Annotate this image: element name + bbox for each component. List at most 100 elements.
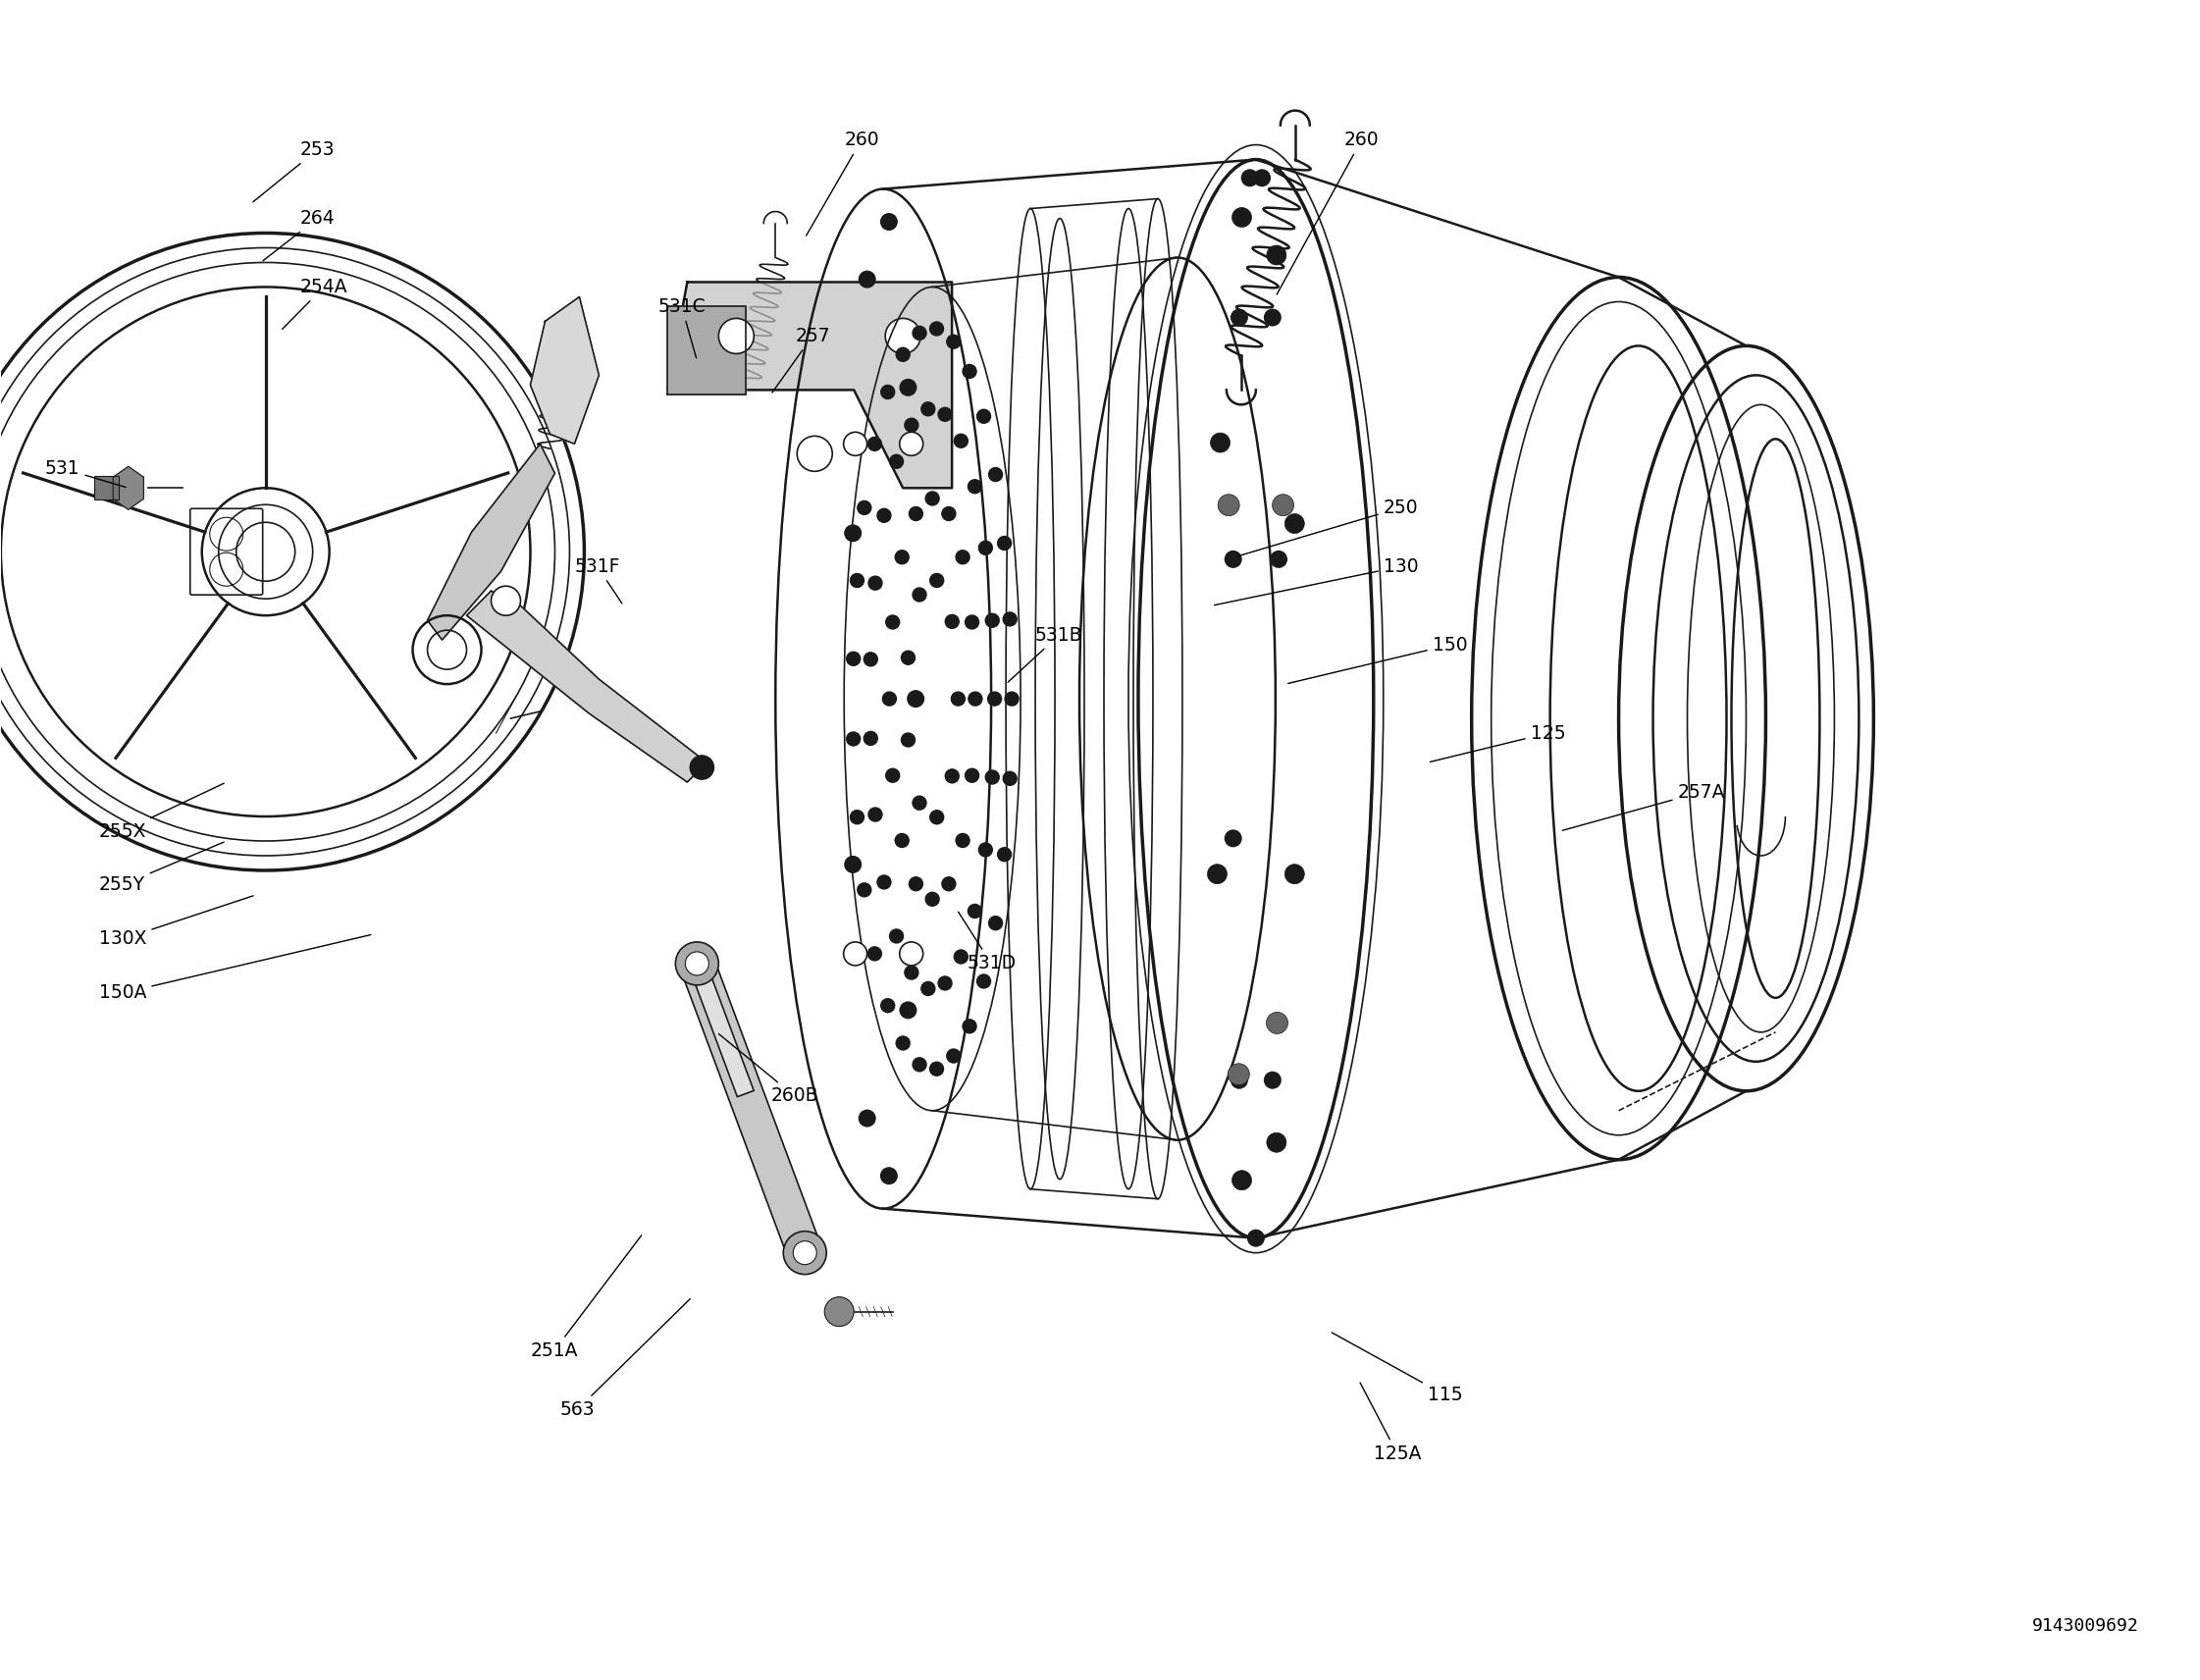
Circle shape <box>858 1109 876 1127</box>
Circle shape <box>794 1242 816 1265</box>
Polygon shape <box>427 444 554 640</box>
Circle shape <box>882 692 895 706</box>
Text: 255Y: 255Y <box>99 842 224 894</box>
Circle shape <box>1232 208 1252 227</box>
Circle shape <box>942 507 955 521</box>
Circle shape <box>865 731 878 746</box>
Text: 260: 260 <box>1276 131 1379 294</box>
Circle shape <box>979 843 992 857</box>
Circle shape <box>902 650 915 665</box>
Circle shape <box>675 942 719 984</box>
Circle shape <box>878 875 891 889</box>
Text: 125A: 125A <box>1360 1383 1421 1463</box>
Circle shape <box>997 848 1012 862</box>
Circle shape <box>1210 433 1230 452</box>
Text: 125: 125 <box>1430 724 1566 763</box>
Circle shape <box>1228 1063 1250 1085</box>
Circle shape <box>847 652 860 665</box>
Text: 531D: 531D <box>959 912 1016 973</box>
Circle shape <box>913 588 926 601</box>
Circle shape <box>1263 1072 1280 1089</box>
Circle shape <box>691 756 713 780</box>
Text: 251A: 251A <box>530 1235 642 1361</box>
Circle shape <box>1254 170 1272 186</box>
Polygon shape <box>689 961 755 1097</box>
Polygon shape <box>530 297 598 444</box>
Circle shape <box>946 1048 961 1063</box>
Text: 260B: 260B <box>719 1033 818 1105</box>
Circle shape <box>913 326 926 339</box>
Circle shape <box>988 692 1001 706</box>
Circle shape <box>931 1062 944 1075</box>
Circle shape <box>895 551 909 564</box>
Text: 264: 264 <box>262 208 334 260</box>
Circle shape <box>1267 245 1287 265</box>
Circle shape <box>900 1001 917 1020</box>
Circle shape <box>880 998 895 1013</box>
Polygon shape <box>667 282 953 487</box>
Circle shape <box>895 833 909 847</box>
Circle shape <box>895 348 911 361</box>
Circle shape <box>950 692 966 706</box>
FancyBboxPatch shape <box>95 475 119 499</box>
Circle shape <box>931 323 944 336</box>
Text: 130X: 130X <box>99 895 253 948</box>
Circle shape <box>845 855 862 874</box>
Circle shape <box>878 509 891 522</box>
Circle shape <box>1232 1171 1252 1189</box>
Circle shape <box>1241 170 1258 186</box>
Circle shape <box>1230 309 1247 326</box>
Text: 531F: 531F <box>574 558 623 603</box>
Circle shape <box>847 732 860 746</box>
Text: 531B: 531B <box>1008 625 1082 682</box>
Circle shape <box>845 524 862 543</box>
Circle shape <box>889 929 904 942</box>
Text: 257: 257 <box>772 326 829 393</box>
Circle shape <box>955 433 968 449</box>
Text: 253: 253 <box>253 141 334 202</box>
Circle shape <box>904 966 917 979</box>
Circle shape <box>986 771 999 785</box>
Circle shape <box>966 769 979 783</box>
Circle shape <box>849 810 865 823</box>
Circle shape <box>887 769 900 783</box>
Circle shape <box>858 501 871 514</box>
Circle shape <box>968 479 981 494</box>
Circle shape <box>900 942 924 966</box>
Circle shape <box>865 652 878 665</box>
Circle shape <box>887 615 900 628</box>
Text: 150: 150 <box>1287 635 1467 684</box>
Circle shape <box>858 270 876 289</box>
Circle shape <box>1003 612 1016 627</box>
Circle shape <box>946 769 959 783</box>
Circle shape <box>909 877 922 890</box>
Circle shape <box>997 536 1012 549</box>
Polygon shape <box>466 591 706 783</box>
Circle shape <box>968 904 981 917</box>
Circle shape <box>964 365 977 378</box>
Text: 130: 130 <box>1214 558 1419 605</box>
Circle shape <box>968 692 981 706</box>
Circle shape <box>880 385 895 398</box>
Circle shape <box>909 507 922 521</box>
Circle shape <box>966 615 979 628</box>
Text: 9143009692: 9143009692 <box>2031 1618 2138 1635</box>
Circle shape <box>684 953 708 976</box>
Circle shape <box>867 948 882 961</box>
Circle shape <box>913 1058 926 1072</box>
Circle shape <box>906 690 924 707</box>
Circle shape <box>843 942 867 966</box>
Circle shape <box>869 808 882 822</box>
Circle shape <box>825 1297 854 1326</box>
Circle shape <box>946 334 961 348</box>
Circle shape <box>937 408 953 422</box>
Circle shape <box>849 573 865 588</box>
Circle shape <box>889 455 904 469</box>
Circle shape <box>955 551 970 564</box>
Circle shape <box>986 613 999 627</box>
Circle shape <box>926 492 939 506</box>
Circle shape <box>1285 864 1305 884</box>
Text: 115: 115 <box>1331 1332 1463 1404</box>
Circle shape <box>1219 494 1239 516</box>
Circle shape <box>1285 514 1305 533</box>
